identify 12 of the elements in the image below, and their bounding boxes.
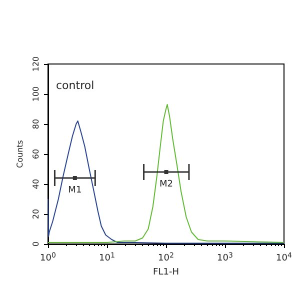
x-axis-title: FL1-H: [153, 267, 179, 278]
y-tick-label: 40: [32, 178, 40, 190]
data-label: M2: [160, 180, 174, 190]
y-tick-label: 120: [32, 56, 40, 72]
y-tick-label: 0: [32, 241, 40, 247]
y-tick-label: 60: [32, 148, 40, 160]
y-tick-label: 20: [32, 208, 40, 220]
data-label: M1: [68, 186, 82, 196]
annotation: control: [56, 79, 94, 92]
y-tick-label: 100: [32, 86, 40, 102]
y-axis-title: Counts: [16, 140, 24, 168]
y-tick-label: 80: [32, 118, 40, 130]
